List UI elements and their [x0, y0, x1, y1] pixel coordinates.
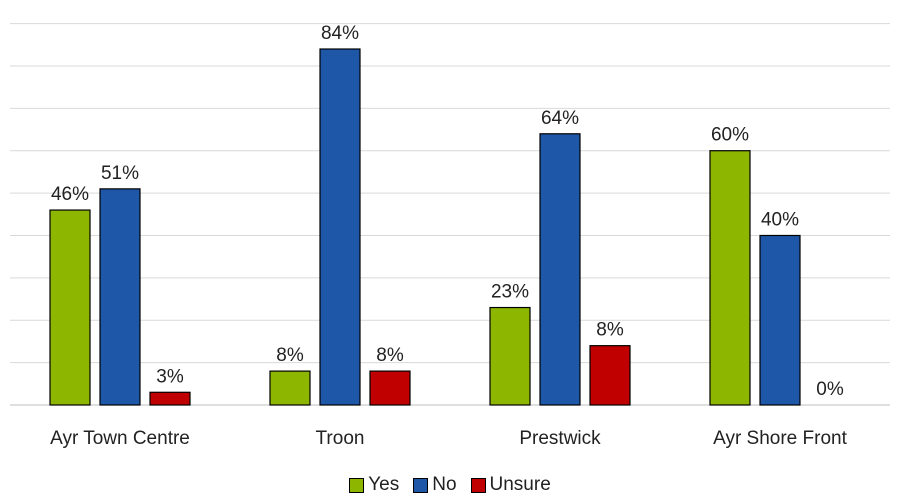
data-label-unsure-1: 8% — [376, 345, 404, 366]
bar-no-1 — [319, 48, 361, 406]
category-label-1: Troon — [316, 428, 365, 449]
legend-item-yes: Yes — [349, 474, 399, 496]
category-label-2: Prestwick — [519, 428, 601, 449]
category-label-3: Ayr Shore Front — [713, 428, 847, 449]
legend-label-no: No — [432, 474, 457, 495]
bar-unsure-2 — [589, 345, 631, 406]
bar-unsure-0 — [149, 391, 191, 406]
gridlines — [10, 23, 890, 406]
bar-yes-2 — [489, 306, 531, 406]
data-label-yes-1: 8% — [276, 345, 304, 366]
legend-item-unsure: Unsure — [470, 474, 551, 496]
bar-yes-1 — [269, 370, 311, 406]
data-label-no-1: 84% — [321, 23, 359, 44]
legend-swatch-no — [413, 477, 429, 493]
bar-no-0 — [99, 188, 141, 406]
category-label-0: Ayr Town Centre — [50, 428, 190, 449]
legend-swatch-yes — [349, 477, 365, 493]
data-label-unsure-2: 8% — [596, 320, 624, 341]
bars — [49, 48, 801, 406]
data-label-unsure-3: 0% — [816, 379, 844, 400]
bar-no-2 — [539, 133, 581, 406]
legend-label-yes: Yes — [368, 474, 400, 495]
bar-yes-0 — [49, 209, 91, 406]
bar-chart: 46% 51% 3% 8% 84% 8% 23% 64% 8% 60% 40% 0% Ayr Town… — [10, 23, 890, 449]
data-label-no-2: 64% — [541, 108, 579, 129]
data-labels: 46% 51% 3% 8% 84% 8% 23% 64% 8% 60% 40% 0% — [51, 23, 844, 400]
legend-label-unsure: Unsure — [489, 474, 551, 495]
bar-unsure-1 — [369, 370, 411, 406]
bar-yes-3 — [709, 150, 751, 406]
bar-no-3 — [759, 234, 801, 406]
data-label-no-0: 51% — [101, 163, 139, 184]
legend: Yes No Unsure — [0, 472, 900, 498]
data-label-no-3: 40% — [761, 209, 799, 230]
data-label-unsure-0: 3% — [156, 366, 184, 387]
data-label-yes-2: 23% — [491, 282, 529, 303]
legend-swatch-unsure — [470, 477, 486, 493]
data-label-yes-0: 46% — [51, 184, 89, 205]
category-labels: Ayr Town Centre Troon Prestwick Ayr Shore F… — [50, 428, 847, 449]
legend-item-no: No — [413, 474, 457, 496]
data-label-yes-3: 60% — [711, 125, 749, 146]
